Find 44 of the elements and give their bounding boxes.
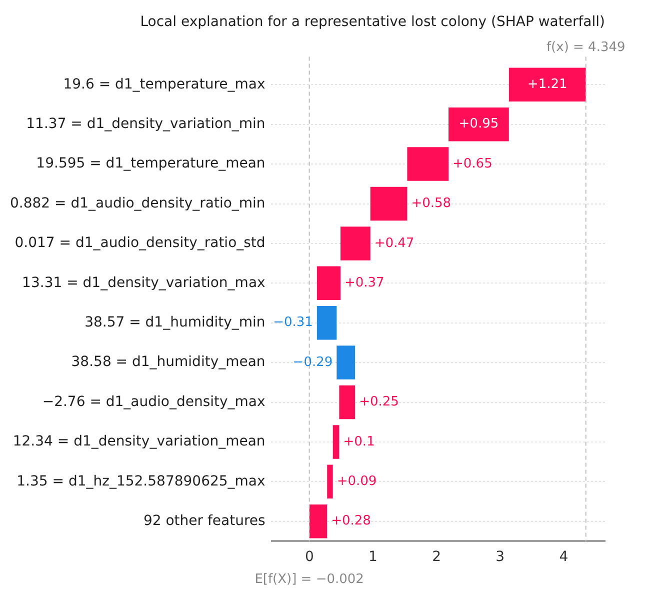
- data-label: +0.95: [458, 116, 499, 132]
- y-tick-label: 38.57 = d1_humidity_min: [84, 314, 266, 330]
- bar: [316, 266, 340, 300]
- y-tick-label: 1.35 = d1_hz_152.587890625_max: [16, 473, 266, 490]
- data-label: +0.1: [343, 434, 375, 450]
- data-label: −0.31: [273, 315, 313, 330]
- bar: [309, 504, 328, 538]
- x-tick-label: 0: [304, 549, 314, 566]
- x-tick-label: 2: [432, 549, 442, 566]
- y-tick-label: 11.37 = d1_density_variation_min: [26, 116, 266, 132]
- y-tick-label: 19.595 = d1_temperature_mean: [36, 156, 266, 172]
- ref-line-label: E[f(X)] = −0.002: [254, 572, 364, 588]
- x-tick-label: 1: [368, 549, 378, 566]
- y-tick-label: 92 other features: [143, 512, 266, 529]
- y-tick-label: 0.882 = d1_audio_density_ratio_min: [10, 195, 266, 212]
- data-label: +0.37: [344, 276, 384, 291]
- chart-title: Local explanation for a representative lost colony (SHAP waterfall): [140, 14, 605, 30]
- data-label: +0.65: [452, 156, 492, 172]
- y-tick-label: 38.58 = d1_humidity_mean: [71, 354, 266, 370]
- y-tick-label: 13.31 = d1_density_variation_max: [22, 274, 266, 291]
- data-label: +0.47: [374, 236, 414, 251]
- y-tick-label: 0.017 = d1_audio_density_ratio_std: [14, 235, 266, 252]
- y-tick-label: −2.76 = d1_audio_density_max: [42, 394, 266, 410]
- bar: [340, 226, 370, 260]
- bar: [339, 385, 356, 420]
- data-label: −0.29: [292, 354, 333, 370]
- bar: [448, 107, 509, 142]
- bar: [407, 147, 449, 181]
- ref-line-label: f(x) = 4.349: [546, 40, 626, 55]
- bar: [316, 306, 337, 340]
- data-label: +1.21: [527, 77, 568, 92]
- bar: [327, 464, 333, 499]
- bar: [332, 425, 340, 459]
- data-label: +0.25: [359, 394, 399, 410]
- data-label: +0.28: [331, 514, 371, 529]
- y-tick-label: 12.34 = d1_density_variation_mean: [12, 434, 266, 450]
- x-tick-label: 4: [559, 549, 568, 566]
- data-label: +0.09: [336, 474, 377, 490]
- bar: [508, 68, 586, 102]
- bar: [370, 186, 408, 221]
- bar: [336, 346, 356, 380]
- y-tick-label: 19.6 = d1_temperature_max: [63, 76, 266, 92]
- x-tick-label: 3: [496, 549, 505, 566]
- data-label: +0.58: [411, 196, 452, 212]
